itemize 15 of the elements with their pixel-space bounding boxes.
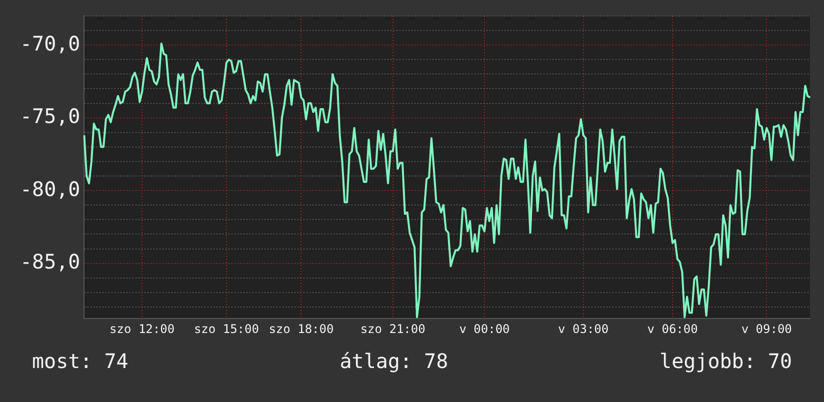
x-tick-label: szo 15:00	[194, 322, 259, 336]
text: most: 74	[32, 349, 128, 373]
x-tick-label: v 06:00	[647, 322, 698, 336]
x-tick-label: szo 21:00	[360, 322, 426, 336]
text: átlag: 78	[340, 349, 448, 373]
y-tick-label: -85,0	[20, 250, 80, 274]
x-tick-label: v 03:00	[558, 322, 609, 336]
x-tick-label: v 00:00	[459, 322, 510, 336]
x-tick-label: szo 12:00	[110, 322, 175, 336]
y-tick-label: -75,0	[20, 104, 80, 128]
x-tick-label: v 09:00	[741, 322, 792, 336]
x-tick-label: szo 18:00	[268, 322, 334, 336]
y-tick-label: -70,0	[20, 31, 80, 56]
y-tick-label: -80,0	[20, 176, 80, 201]
text: legjobb: 70	[660, 349, 792, 373]
